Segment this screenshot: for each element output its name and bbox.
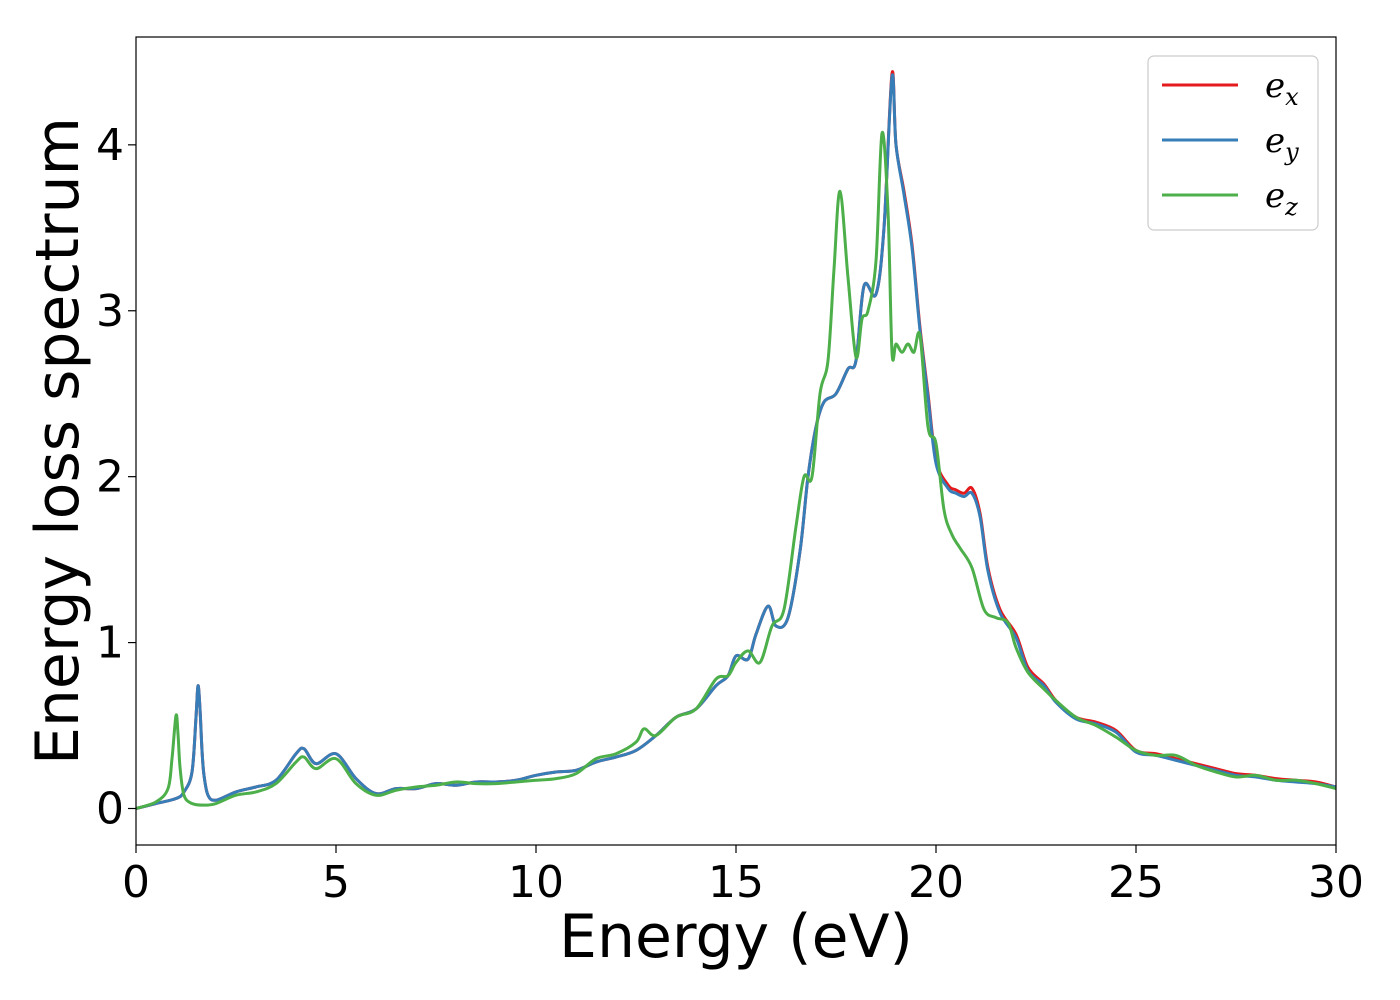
legend-label-y: ey [1265, 121, 1299, 166]
x-tick-label: 30 [1308, 857, 1364, 908]
y-tick-label: 2 [96, 452, 124, 503]
legend-label-base: e [1265, 176, 1285, 216]
x-tick-label: 0 [122, 857, 150, 908]
y-tick-label: 0 [96, 783, 124, 834]
legend-label-base: e [1265, 66, 1285, 106]
y-axis-title: Energy loss spectrum [23, 117, 93, 765]
legend-label-subscript: x [1285, 83, 1299, 111]
y-axis: 0 1 2 3 4 [96, 120, 136, 834]
x-tick-label: 15 [708, 857, 764, 908]
y-tick-label: 1 [96, 618, 124, 669]
legend-label-z: ez [1265, 176, 1298, 221]
x-tick-label: 20 [908, 857, 964, 908]
x-axis-title: Energy (eV) [559, 902, 913, 972]
y-tick-label: 3 [96, 286, 124, 337]
legend-label-x: ex [1265, 66, 1299, 111]
legend-label-subscript: z [1284, 193, 1298, 221]
x-axis: 0 5 10 15 20 25 30 [122, 845, 1364, 908]
legend-box [1147, 55, 1319, 231]
series-layer [136, 70, 1336, 810]
x-tick-label: 25 [1108, 857, 1164, 908]
legend-label-base: e [1265, 121, 1285, 161]
legend-label-subscript: y [1284, 138, 1299, 166]
x-tick-label: 5 [322, 857, 350, 908]
y-tick-label: 4 [96, 120, 124, 171]
series-line-z [136, 130, 1336, 810]
x-tick-label: 10 [508, 857, 564, 908]
